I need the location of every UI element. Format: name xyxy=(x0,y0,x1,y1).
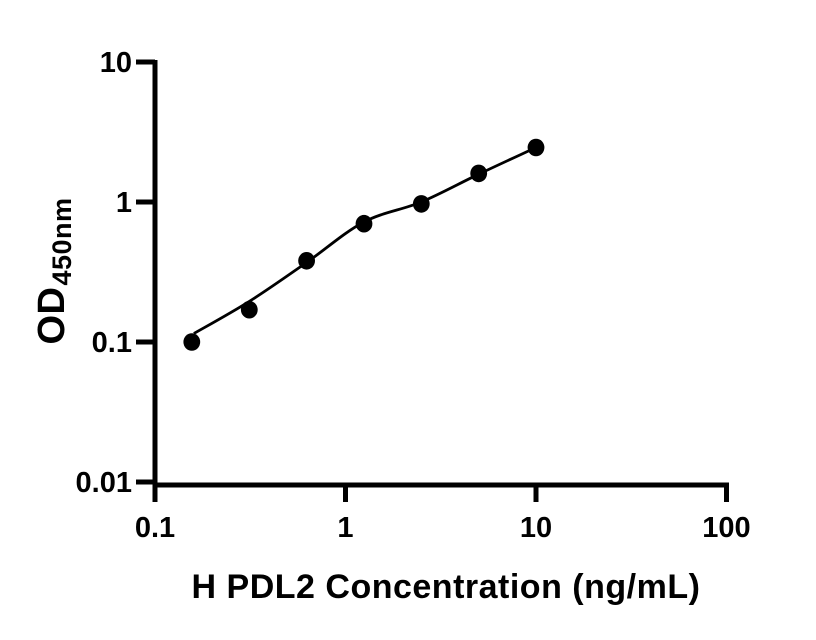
y-tick-label: 1 xyxy=(116,187,132,219)
data-point xyxy=(355,214,373,233)
y-tick-label: 0.1 xyxy=(92,327,132,359)
x-tick-label: 0.1 xyxy=(135,512,175,544)
x-tick-label: 100 xyxy=(702,512,750,544)
x-tick-label: 1 xyxy=(337,512,353,544)
data-point xyxy=(183,333,201,351)
y-axis-title-main: OD xyxy=(31,287,73,345)
data-point xyxy=(298,251,315,270)
x-axis-title: H PDL2 Concentration (ng/mL) xyxy=(192,568,701,606)
data-point xyxy=(470,164,488,183)
y-tick-label: 10 xyxy=(100,47,132,79)
y-axis-title-subscript: 450nm xyxy=(47,197,77,285)
x-tick-label: 10 xyxy=(520,512,552,544)
data-point xyxy=(527,138,545,157)
y-axis-title: OD450nm xyxy=(31,197,77,344)
data-point xyxy=(412,195,430,213)
data-point xyxy=(240,300,258,319)
y-tick-label: 0.01 xyxy=(76,467,132,499)
